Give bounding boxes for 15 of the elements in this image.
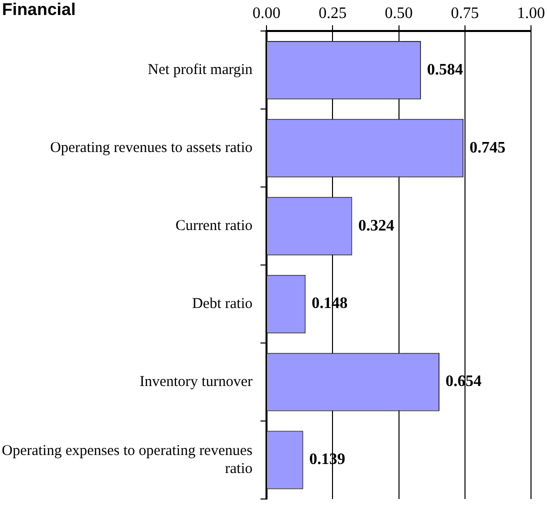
y-tick-label: Operating expenses to operating revenues ratio xyxy=(2,442,253,477)
y-tick-label: Debt ratio xyxy=(192,296,252,312)
y-tick-label: Current ratio xyxy=(175,218,252,234)
data-label: 0.584 xyxy=(426,61,463,78)
text: Financial xyxy=(2,0,76,20)
y-tick-label: Inventory turnover xyxy=(140,374,252,390)
x-tick-label: 0.00 xyxy=(252,4,280,22)
y-tick-label: Net profit margin xyxy=(148,62,253,78)
data-label: 0.745 xyxy=(470,139,506,156)
data-label: 0.324 xyxy=(358,217,394,234)
y-tick-label: Operating revenues to assets ratio xyxy=(50,140,252,156)
x-tick-label: 1.00 xyxy=(517,4,545,22)
x-tick-label: 0.50 xyxy=(384,4,413,22)
x-tick-label: 0.75 xyxy=(450,4,479,22)
x-tick-label: 0.25 xyxy=(318,4,347,22)
